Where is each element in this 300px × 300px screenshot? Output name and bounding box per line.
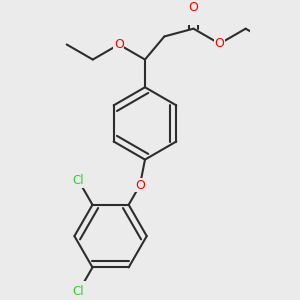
Text: Cl: Cl: [73, 285, 84, 298]
Text: Cl: Cl: [73, 174, 84, 187]
Text: O: O: [135, 179, 145, 192]
Text: O: O: [188, 1, 198, 14]
Text: O: O: [214, 37, 224, 50]
Text: O: O: [114, 38, 124, 51]
